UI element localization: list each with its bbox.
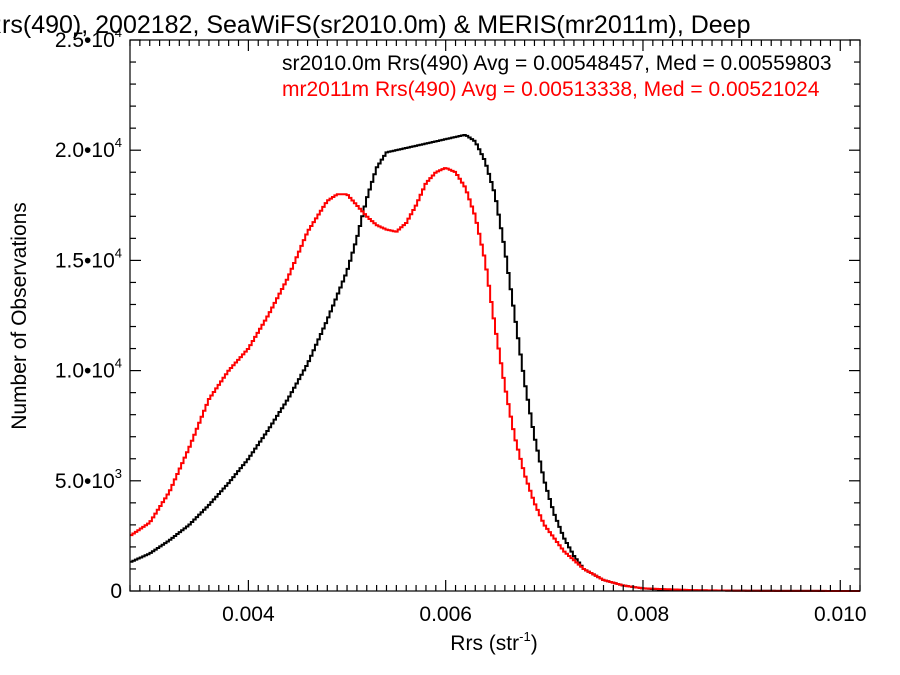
y-axis-ticks: 0 5.0•103 1.0•104 1.5•104 2.0•104 2.5•104: [55, 25, 860, 603]
y-tick-label: 2.5•104: [55, 25, 122, 52]
legend-entry-mr2011: mr2011m Rrs(490) Avg = 0.00513338, Med =…: [282, 78, 820, 101]
y-tick-label: 0: [110, 580, 122, 603]
x-tick-label: 0.008: [617, 603, 670, 626]
x-axis-label: Rrs (str-1): [450, 629, 537, 655]
x-tick-label: 0.004: [222, 603, 275, 626]
y-tick-label: 1.5•104: [55, 245, 122, 272]
y-tick-label: 2.0•104: [55, 135, 122, 162]
chart-title: Rrs(490), 2002182, SeaWiFS(sr2010.0m) & …: [0, 11, 750, 39]
x-axis-ticks: 0.004 0.006 0.008 0.010: [129, 40, 867, 626]
y-axis-label: Number of Observations: [8, 202, 31, 430]
legend-entry-sr2010: sr2010.0m Rrs(490) Avg = 0.00548457, Med…: [282, 52, 832, 75]
y-tick-label: 1.0•104: [55, 356, 122, 383]
x-tick-label: 0.010: [814, 603, 867, 626]
y-tick-label: 5.0•103: [55, 466, 122, 493]
x-tick-label: 0.006: [419, 603, 472, 626]
x-axis-label-close: ): [531, 632, 538, 655]
x-axis-label-exponent: -1: [519, 629, 531, 644]
x-axis-label-main: Rrs (str: [450, 632, 519, 655]
